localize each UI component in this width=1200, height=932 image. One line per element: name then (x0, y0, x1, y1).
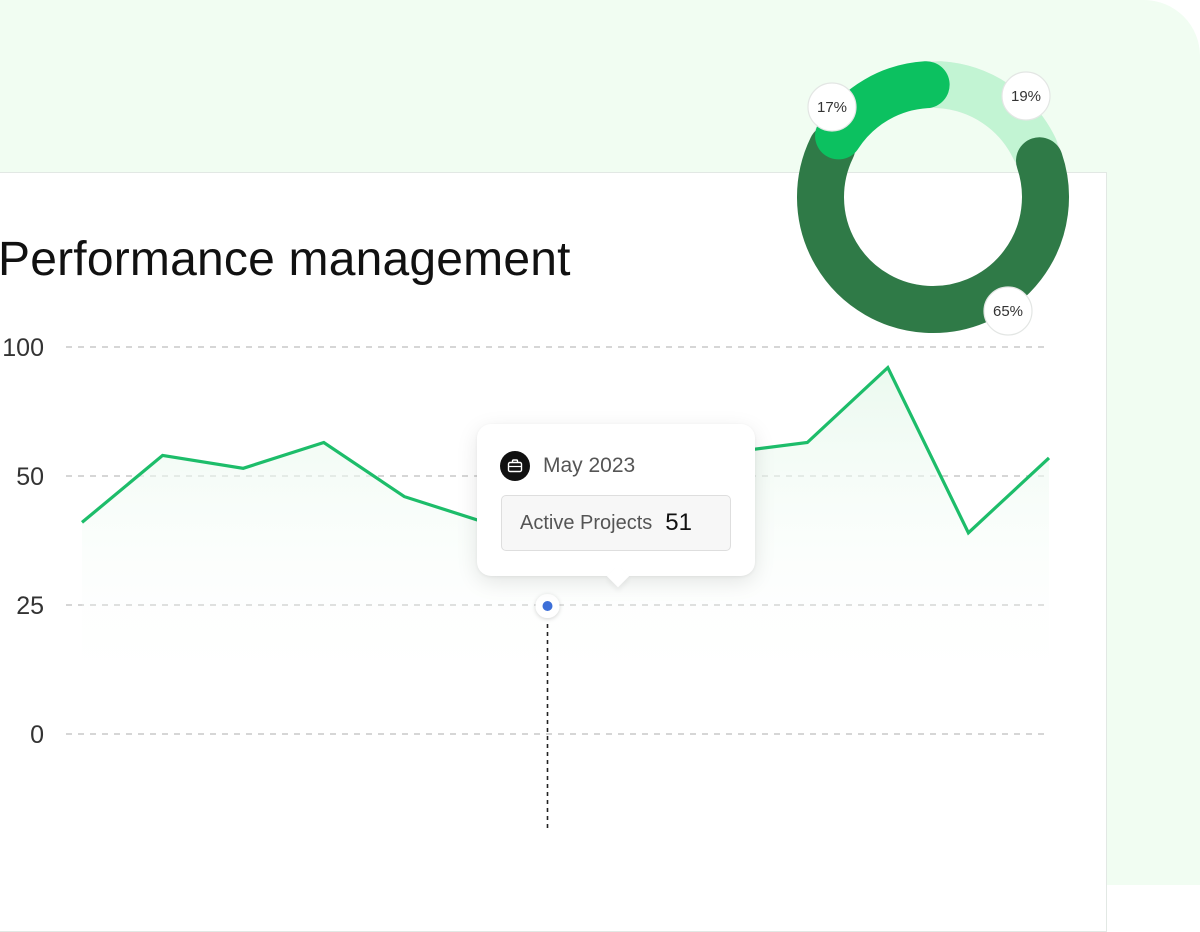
donut-label: 17% (817, 99, 847, 116)
donut-label: 19% (1011, 88, 1041, 105)
tooltip-metric-value: 51 (665, 509, 692, 536)
tooltip-date: May 2023 (543, 454, 636, 477)
focus-point-dot (542, 601, 553, 611)
y-tick-label: 0 (30, 721, 44, 749)
page-title: Performance management (0, 233, 571, 286)
donut-slice (916, 61, 1058, 172)
chart-tooltip: May 2023 Active Projects 51 (477, 424, 755, 576)
briefcase-icon (500, 451, 530, 481)
donut-label-bubble: 65% (983, 286, 1033, 336)
tooltip-metric-label: Active Projects (520, 511, 653, 534)
donut-label-bubble: 19% (1001, 71, 1051, 121)
donut-slice (797, 124, 1069, 333)
y-axis-ticks: 0 25 50 100 (2, 334, 44, 749)
y-tick-label: 25 (16, 592, 44, 620)
y-tick-label: 50 (16, 463, 44, 491)
tooltip-metric: Active Projects 51 (501, 495, 731, 551)
y-tick-label: 100 (2, 334, 44, 362)
donut-chart: 19% 65% 17% (797, 61, 1069, 336)
donut-label-bubble: 17% (807, 82, 857, 132)
focus-point[interactable] (535, 594, 560, 618)
donut-label: 65% (993, 303, 1023, 320)
